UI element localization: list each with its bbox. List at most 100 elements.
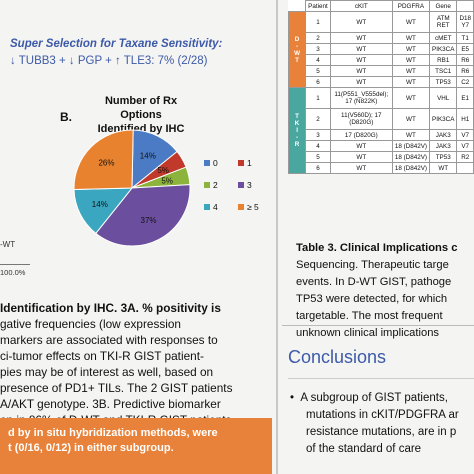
legend-swatch [204,160,210,166]
table-cell-pdgfra: WT [391,87,431,109]
group-letter: I [296,127,298,134]
table-header-cell [456,0,474,12]
caption-line: Identification by IHC. 3A. % positivity … [0,301,221,315]
variant-value: V7 [461,131,470,139]
table-cell-patient: 2 [305,108,331,130]
table-row: 5 WT 18 (D842V) TP53 R2 [289,151,474,163]
legend-label: 4 [213,202,218,212]
group-letter: T [295,56,299,64]
table-cell-gene: JAK3 [429,140,458,152]
table-row: 3 WT WT PIK3CA E5 [289,43,474,55]
axis-tick-line [0,264,30,265]
table-cell-patient: 4 [305,54,331,66]
table-cell-ckit: 11(P551_V555del); 17 (N822K) [329,87,393,109]
table-caption-line: unknown clinical implications [296,327,440,339]
table-cell-variant: D18 Y7 [456,11,474,33]
super-selection-line: ↓ TUBB3 + ↓ PGP + ↑ TLE3: 7% (2/28) [10,55,208,67]
gene-value: JAK3 [435,142,451,150]
legend-item: 0 [204,158,218,168]
variant-value: R2 [461,153,470,161]
wt-axis-label: -WT [0,240,16,249]
section-divider [282,325,474,326]
chart-title-line-1: Number of Rx Options [104,95,178,121]
gene-value: PIK3CA [432,115,455,123]
table-cell-pdgfra: WT [391,54,431,66]
table-cell-gene: VHL [429,87,458,109]
legend-label: ≥ 5 [247,202,259,212]
group-letter: D [294,35,300,43]
table-cell-ckit: WT [329,65,393,77]
caption-line: gative frequencies (low expression [0,317,181,331]
gene-value: TP53 [435,153,451,161]
table-cell-ckit: WT [329,162,393,174]
group-letter: W [294,49,301,57]
table-cell-pdgfra: 18 (D842V) [391,151,431,163]
legend-label: 3 [247,180,252,190]
table-cell-pdgfra: WT [391,65,431,77]
legend-swatch [238,204,244,210]
table-header-cell: cKIT [329,0,393,12]
pie-slice-label: 14% [140,152,156,161]
table-cell-gene: WT [429,162,458,174]
table-cell-ckit: WT [329,140,393,152]
table-caption-line: events. In D-WT GIST, pathoge [296,276,452,288]
pie-slice [73,129,134,191]
table-cell-patient: 1 [305,11,331,33]
legend-item: 2 [204,180,218,190]
gene-value: RET [436,22,450,29]
table-cell-gene: PIK3CA [429,108,458,130]
legend-item: 1 [238,158,252,168]
table-header-cell: Patient [305,0,331,12]
table-cell-variant: E1 [456,87,474,109]
legend-label: 2 [213,180,218,190]
gene-value: TP53 [435,78,451,86]
table-cell-gene: TSC1 [429,65,458,77]
variant-value: E1 [461,94,470,102]
group-letter: T [295,113,299,120]
caption-line: A/AKT genotype. 3B. Predictive biomarker [0,397,221,411]
table-cell-variant: V7 [456,140,474,152]
figure-caption: Identification by IHC. 3A. % positivity … [0,300,272,428]
variant-value: R6 [461,56,470,64]
table-cell-gene: RB1 [429,54,458,66]
ish-note-line: t (0/16, 0/12) in either subgroup. [8,442,174,454]
table-cell-pdgfra: WT [391,11,431,33]
table-cell-pdgfra: WT [391,108,431,130]
table-row: 2 11(V560D); 17 (D820G) WT PIK3CA H1 [289,108,474,130]
percent-axis-label: 100.0% [0,268,26,277]
table-caption-line: TP53 were detected, for which [296,293,448,305]
table-cell-gene: TP53 [429,151,458,163]
gene-value: VHL [437,94,450,102]
bullet-icon: • [290,392,295,404]
conclusions-heading: Conclusions [288,347,387,367]
table-caption-line: Table 3. Clinical Implications c [296,242,458,254]
group-letter: - [296,42,299,50]
conclusions-line: resistance mutations, are in p [306,426,457,438]
conclusions-line: • A subgroup of GIST patients, [290,390,474,407]
table-cell-ckit: WT [329,76,393,88]
table-caption: Table 3. Clinical Implications c Sequenc… [296,240,474,342]
conclusions-line: of the standard of care [306,443,422,455]
pie-slice [95,184,191,247]
table-cell-variant [456,162,474,174]
variant-value: T1 [461,34,469,42]
table-row: 4 WT WT RB1 R6 [289,54,474,66]
legend-swatch [238,182,244,188]
table-cell-patient: 6 [305,76,331,88]
legend-label: 0 [213,158,218,168]
pie-slice-label: 14% [92,200,108,209]
group-letter: - [296,134,299,141]
genomic-table: Patient cKIT PDGFRA Gene D - W T 1 WT WT ATM RET D18 Y… [287,0,474,174]
caption-line: ci-tumor effects on TKI-R GIST patient- [0,349,204,363]
table-caption-line: Sequencing. Therapeutic targe [296,259,449,271]
table-cell-variant: C2 [456,76,474,88]
table-cell-variant: V7 [456,129,474,141]
table-cell-ckit: WT [329,151,393,163]
caption-line: presence of PD1+ TILs. The 2 GIST patien… [0,381,233,395]
table-row: D - W T 1 WT WT ATM RET D18 Y7 [287,11,474,88]
table-cell-variant: T1 [456,32,474,44]
legend-swatch [204,182,210,188]
legend-label: 1 [247,158,252,168]
